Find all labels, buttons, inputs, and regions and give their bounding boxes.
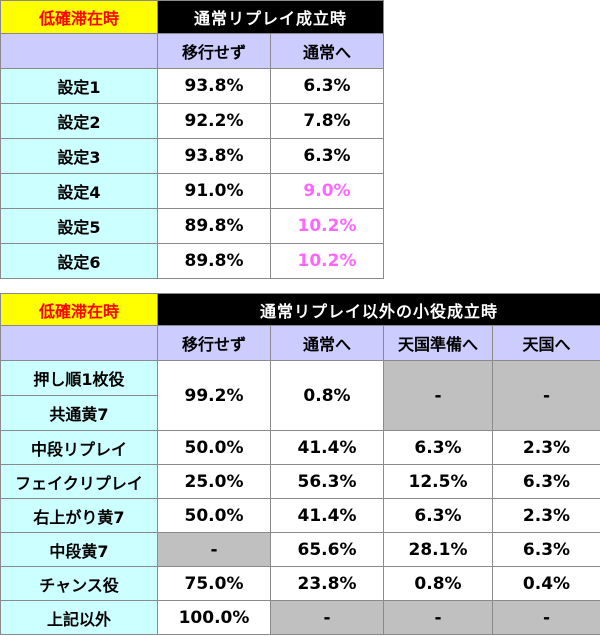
table2-title: 通常リプレイ以外の小役成立時 [156,293,600,326]
row-label: 中段黄7 [0,532,158,567]
normal-value: - [270,600,384,635]
table1-header-normal: 通常へ [269,33,385,69]
table-row: 押し順1枚役 99.2% 0.8% - - [0,360,600,431]
stay-value: 89.8% [157,208,271,244]
table-row: 右上がり黄7 50.0% 41.4% 6.3% 2.3% [0,498,600,533]
table2-header-heaven: 天国へ [491,325,600,361]
normal-value: 65.6% [270,532,384,567]
table-row: フェイクリプレイ 25.0% 56.3% 12.5% 6.3% [0,464,600,499]
stay-value: 89.8% [157,243,271,279]
normal-value: 41.4% [270,430,384,465]
stay-value: 92.2% [157,103,271,139]
table1-header-blank [0,33,158,69]
heaven-value: 6.3% [491,532,600,567]
table-row: 共通黄7 [0,395,600,431]
stay-value: 91.0% [157,173,271,209]
normal-value-highlight: 9.0% [269,173,385,209]
stay-value: 100.0% [157,600,271,635]
normal-value-highlight: 10.2% [269,208,385,244]
heaven-prep-value: 6.3% [383,498,493,533]
stay-value: 99.2% [157,360,271,431]
stay-value: 93.8% [157,138,271,174]
table-row: チャンス役 75.0% 23.8% 0.8% 0.4% [0,566,600,601]
heaven-value: 2.3% [491,430,600,465]
table1-corner-label: 低確滞在時 [0,0,158,34]
heaven-value: - [491,360,600,431]
table-row: 設定3 93.8% 6.3% [0,138,385,174]
heaven-prep-value: 0.8% [383,566,493,601]
table-row: 設定6 89.8% 10.2% [0,243,385,279]
stay-value: 75.0% [157,566,271,601]
normal-value: 41.4% [270,498,384,533]
table2-header-stay: 移行せず [157,325,271,361]
table2-header-normal: 通常へ [270,325,384,361]
heaven-value: 0.4% [491,566,600,601]
normal-value: 6.3% [269,138,385,174]
heaven-prep-value: - [383,600,493,635]
normal-value-highlight: 10.2% [269,243,385,279]
stay-value: 50.0% [157,498,271,533]
heaven-prep-value: - [383,360,493,431]
row-label: 設定3 [0,138,158,174]
replay-transition-table: 低確滞在時 通常リプレイ成立時 移行せず 通常へ 設定1 93.8% 6.3% … [0,0,385,279]
heaven-value: 6.3% [491,464,600,499]
row-label: 設定1 [0,68,158,104]
table2-header-blank [0,325,158,361]
stay-value: 25.0% [157,464,271,499]
table1-title: 通常リプレイ成立時 [156,0,385,34]
stay-value: - [157,532,271,567]
table-row: 上記以外 100.0% - - - [0,600,600,635]
table-row: 中段黄7 - 65.6% 28.1% 6.3% [0,532,600,567]
table-row: 設定1 93.8% 6.3% [0,68,385,104]
table-row: 設定4 91.0% 9.0% [0,173,385,209]
normal-value: 6.3% [269,68,385,104]
heaven-prep-value: 12.5% [383,464,493,499]
row-label: フェイクリプレイ [0,464,158,499]
heaven-prep-value: 28.1% [383,532,493,567]
table1-header-stay: 移行せず [157,33,271,69]
row-label: 右上がり黄7 [0,498,158,533]
table2-corner-label: 低確滞在時 [0,293,158,326]
normal-value: 23.8% [270,566,384,601]
row-label: 設定5 [0,208,158,244]
heaven-value: - [491,600,600,635]
row-label: 設定2 [0,103,158,139]
row-label: 中段リプレイ [0,430,158,465]
stay-value: 93.8% [157,68,271,104]
row-label: 押し順1枚役 [0,360,158,396]
normal-value: 0.8% [270,360,384,431]
heaven-prep-value: 6.3% [383,430,493,465]
table-row: 設定2 92.2% 7.8% [0,103,385,139]
row-label: 共通黄7 [0,395,158,431]
table-row: 設定5 89.8% 10.2% [0,208,385,244]
normal-value: 56.3% [270,464,384,499]
heaven-value: 2.3% [491,498,600,533]
normal-value: 7.8% [269,103,385,139]
row-label: 上記以外 [0,600,158,635]
row-label: 設定4 [0,173,158,209]
table2-header-heaven-prep: 天国準備へ [383,325,493,361]
row-label: チャンス役 [0,566,158,601]
row-label: 設定6 [0,243,158,279]
other-role-transition-table: 低確滞在時 通常リプレイ以外の小役成立時 移行せず 通常へ 天国準備へ 天国へ … [0,293,600,635]
table-row: 中段リプレイ 50.0% 41.4% 6.3% 2.3% [0,430,600,465]
stay-value: 50.0% [157,430,271,465]
